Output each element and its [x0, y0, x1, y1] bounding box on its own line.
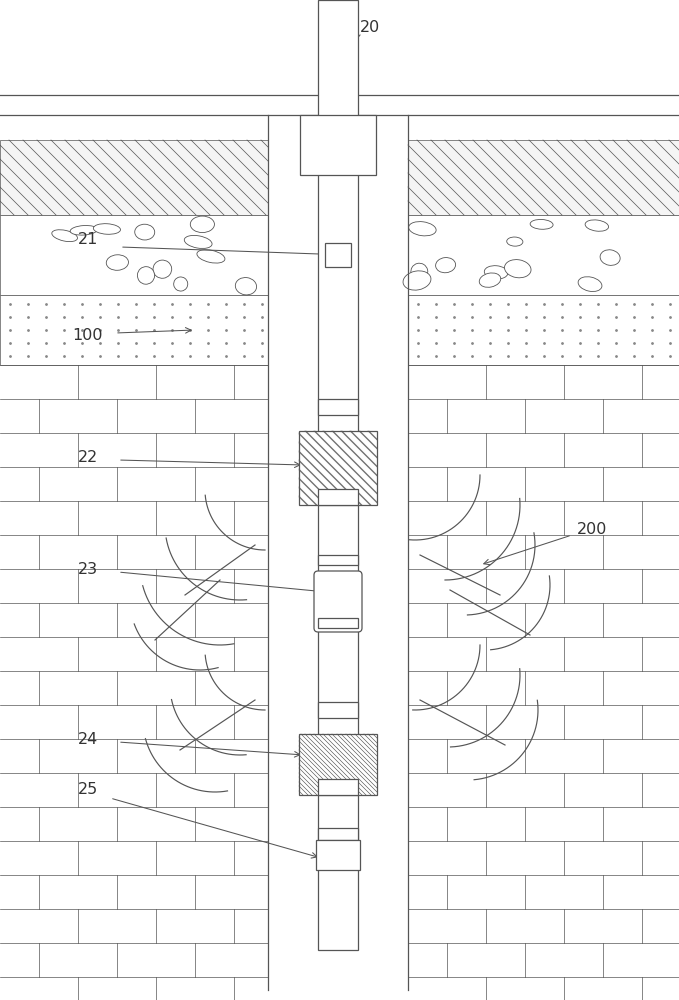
Bar: [300, 115, 376, 175]
Text: 23: 23: [78, 562, 98, 578]
Bar: [316, 840, 360, 870]
Bar: [408, 0, 679, 115]
Bar: [299, 431, 377, 505]
Text: 100: 100: [73, 328, 103, 342]
Ellipse shape: [197, 250, 225, 263]
Ellipse shape: [52, 230, 77, 242]
Ellipse shape: [236, 278, 257, 295]
FancyBboxPatch shape: [314, 571, 362, 632]
Text: 200: 200: [577, 522, 607, 538]
Ellipse shape: [600, 250, 620, 265]
Text: 24: 24: [78, 732, 98, 748]
Bar: [318, 618, 358, 628]
Bar: [318, 702, 358, 718]
Bar: [408, 295, 679, 365]
Ellipse shape: [403, 271, 431, 290]
Bar: [0, 140, 268, 215]
Ellipse shape: [578, 277, 602, 291]
Ellipse shape: [409, 222, 436, 236]
Ellipse shape: [190, 216, 215, 233]
Ellipse shape: [184, 235, 212, 248]
Ellipse shape: [504, 260, 531, 278]
Bar: [0, 0, 268, 115]
Ellipse shape: [94, 224, 120, 234]
Text: 25: 25: [78, 782, 98, 798]
Ellipse shape: [137, 267, 155, 284]
Ellipse shape: [107, 255, 128, 270]
Ellipse shape: [436, 258, 456, 273]
Ellipse shape: [153, 260, 172, 278]
Bar: [318, 828, 358, 840]
Bar: [318, 399, 358, 415]
Ellipse shape: [585, 220, 608, 231]
Ellipse shape: [484, 266, 508, 279]
Ellipse shape: [134, 224, 155, 240]
Bar: [408, 365, 679, 1000]
Ellipse shape: [507, 237, 523, 246]
Ellipse shape: [411, 263, 428, 280]
Bar: [408, 215, 679, 295]
Ellipse shape: [479, 273, 500, 287]
Text: 22: 22: [78, 450, 98, 466]
Text: 21: 21: [78, 232, 98, 247]
Bar: [0, 215, 268, 295]
Bar: [318, 779, 358, 795]
Ellipse shape: [174, 277, 187, 291]
Bar: [0, 365, 268, 1000]
Ellipse shape: [70, 225, 97, 235]
Bar: [318, 555, 358, 565]
Bar: [408, 140, 679, 215]
Text: 20: 20: [360, 20, 380, 35]
Ellipse shape: [530, 219, 553, 229]
Bar: [318, 489, 358, 505]
Bar: [299, 734, 377, 795]
Bar: [325, 243, 351, 267]
Bar: [0, 295, 268, 365]
Bar: [318, 0, 358, 950]
